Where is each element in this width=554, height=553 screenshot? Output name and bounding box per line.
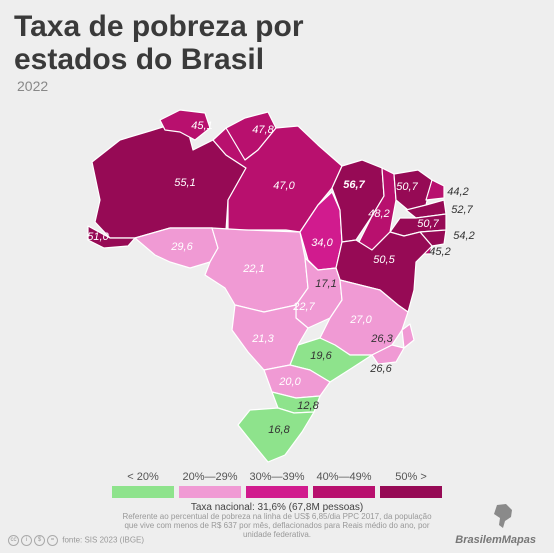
source-text: fonte: SIS 2023 (IBGE) <box>62 535 145 545</box>
legend-swatch <box>313 486 375 498</box>
state-rio-de-janeiro <box>371 344 405 365</box>
state-value-alagoas: 54,2 <box>453 230 474 242</box>
map-title: Taxa de pobreza por estados do Brasil <box>14 10 304 76</box>
source-credit: cc i $ = fonte: SIS 2023 (IBGE) <box>8 535 144 546</box>
legend-item: 30%—39% <box>246 470 308 498</box>
legend-swatch <box>380 486 442 498</box>
legend-label: 20%—29% <box>182 471 238 483</box>
legend-item: 50% > <box>380 470 442 498</box>
legend-label: < 20% <box>127 471 159 483</box>
by-icon: i <box>21 535 32 546</box>
legend-item: 40%—49% <box>313 470 375 498</box>
state-value-tocantins: 34,0 <box>311 237 333 249</box>
state-para <box>212 125 343 233</box>
state-value-distrito-federal: 17,1 <box>315 278 336 290</box>
state-value-minas-gerais: 27,0 <box>349 314 372 326</box>
state-value-goias: 22,7 <box>292 301 315 313</box>
state-roraima <box>159 109 211 141</box>
brazil-map: 55,1 51,0 45,1 47,8 47,0 29,6 22,1 34,0 56,7 48,2… <box>87 109 475 463</box>
brand-name: BrasilemMapas <box>455 534 536 546</box>
state-value-sergipe: 45,2 <box>429 246 450 258</box>
legend-swatch <box>179 486 241 498</box>
state-value-espirito-santo: 26,3 <box>370 333 393 345</box>
state-value-bahia: 50,5 <box>373 254 395 266</box>
state-value-roraima: 45,1 <box>191 120 212 132</box>
state-value-santa-catarina: 12,8 <box>297 400 319 412</box>
state-acre <box>87 225 136 249</box>
state-value-acre: 51,0 <box>87 231 109 243</box>
brasil-em-mapas-logo-icon <box>494 504 512 528</box>
legend-item: < 20% <box>112 470 174 498</box>
legend-label: 30%—39% <box>249 471 305 483</box>
methodology-note: Referente ao percentual de pobreza na li… <box>122 512 432 539</box>
legend-swatch <box>112 486 174 498</box>
state-value-ceara: 50,7 <box>396 181 418 193</box>
state-rio-grande-do-sul <box>237 407 315 463</box>
cc-icon: cc <box>8 535 19 546</box>
state-value-mato-grosso-do-sul: 21,3 <box>251 333 274 345</box>
map-year: 2022 <box>17 78 49 94</box>
state-value-amapa: 47,8 <box>252 124 274 136</box>
nc-icon: $ <box>34 535 45 546</box>
state-espirito-santo <box>401 323 415 349</box>
state-value-rio-grande-do-sul: 16,8 <box>268 424 290 436</box>
state-rio-grande-do-norte <box>425 179 445 201</box>
legend-item: 20%—29% <box>179 470 241 498</box>
legend-label: 40%—49% <box>316 471 372 483</box>
national-rate: Taxa nacional: 31,6% (67,8M pessoas) <box>190 502 364 513</box>
state-value-sao-paulo: 19,6 <box>310 350 332 362</box>
state-value-mato-grosso: 22,1 <box>242 263 264 275</box>
legend-swatch <box>246 486 308 498</box>
state-value-rio-grande-do-norte: 44,2 <box>447 186 468 198</box>
state-value-amazonas: 55,1 <box>174 177 195 189</box>
state-value-rondonia: 29,6 <box>170 241 193 253</box>
state-value-para: 47,0 <box>273 180 295 192</box>
legend-label: 50% > <box>395 471 427 483</box>
state-value-rio-de-janeiro: 26,6 <box>369 363 392 375</box>
state-value-paraiba: 52,7 <box>451 204 473 216</box>
state-paraiba <box>405 199 447 219</box>
legend: < 20% 20%—29% 30%—39% 40%—49% 50% > <box>112 470 442 510</box>
state-value-piaui: 48,2 <box>368 208 389 220</box>
state-value-pernambuco: 50,7 <box>417 218 439 230</box>
nd-icon: = <box>47 535 58 546</box>
state-value-maranhao: 56,7 <box>343 179 365 191</box>
state-value-parana: 20,0 <box>278 376 301 388</box>
